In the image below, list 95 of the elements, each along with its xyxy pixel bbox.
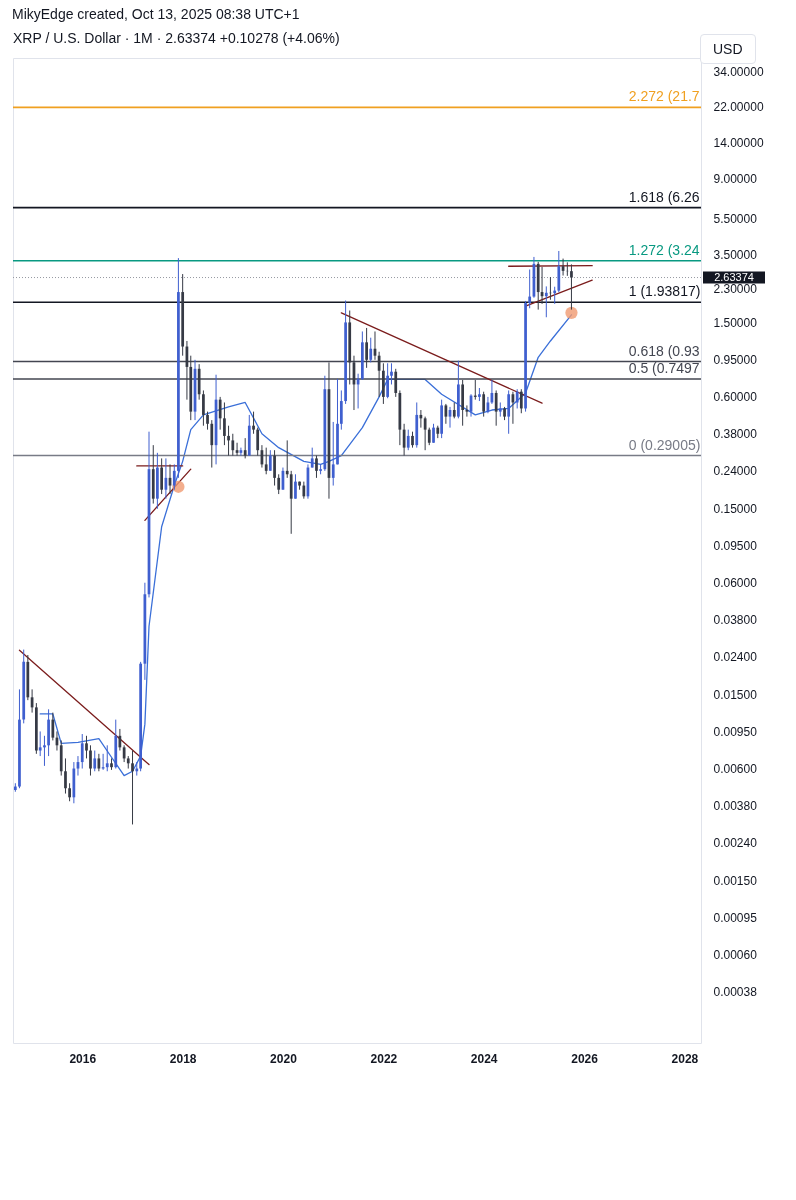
candlestick xyxy=(105,744,109,772)
x-tick-label: 2022 xyxy=(370,1051,398,1066)
candlestick xyxy=(369,337,373,363)
candlestick xyxy=(256,427,260,457)
candlestick xyxy=(85,735,88,759)
candlestick xyxy=(218,396,222,431)
candlestick xyxy=(544,285,548,318)
y-tick-label: 0.15000 xyxy=(713,502,758,517)
candlestick xyxy=(51,712,55,741)
y-tick-label: 1.50000 xyxy=(713,316,758,331)
candlestick xyxy=(206,411,209,431)
ref-line-label: 1.272 (3.24 xyxy=(628,241,700,258)
y-tick-label: 2.30000 xyxy=(713,281,758,296)
candlestick xyxy=(390,362,393,385)
y-tick-label: 0.01500 xyxy=(713,688,758,703)
candlestick xyxy=(423,416,427,451)
y-tick-label: 0.95000 xyxy=(713,353,758,368)
candlestick xyxy=(264,447,268,475)
candlestick xyxy=(172,463,176,491)
y-tick-label: 9.00000 xyxy=(713,171,758,186)
candlestick xyxy=(365,327,368,369)
candlestick xyxy=(519,388,523,414)
candlestick xyxy=(465,404,469,418)
y-tick-label: 5.50000 xyxy=(713,211,758,226)
candlestick xyxy=(432,423,435,444)
candlestick xyxy=(528,268,532,309)
y-tick-label: 0.00095 xyxy=(713,910,758,925)
ref-line-label: 2.63374 xyxy=(714,270,754,283)
y-tick-label: 0.24000 xyxy=(713,464,758,479)
candlestick xyxy=(210,419,214,469)
y-tick-label: 0.38000 xyxy=(713,427,758,442)
candlestick xyxy=(339,389,343,431)
y-tick-label: 0.02400 xyxy=(713,650,758,665)
x-tick-label: 2016 xyxy=(69,1051,97,1066)
candlestick xyxy=(310,447,314,469)
y-tick-label: 34.00000 xyxy=(713,64,764,79)
candlestick xyxy=(38,730,42,757)
candlestick xyxy=(160,457,164,495)
x-tick-label: 2024 xyxy=(470,1051,498,1066)
candlestick xyxy=(482,391,486,418)
ref-line-label: 1 (1.93817) xyxy=(628,283,701,300)
candlestick xyxy=(507,389,511,435)
candlestick xyxy=(43,735,46,767)
candlestick xyxy=(243,437,247,459)
candlestick xyxy=(252,411,255,435)
text: MikyEdge created, Oct 13, 2025 08:38 UTC+1 xyxy=(11,5,301,24)
candlestick xyxy=(494,389,498,427)
candlestick xyxy=(231,433,235,457)
ref-line-label: 0.5 (0.7497 xyxy=(628,359,700,376)
candlestick xyxy=(268,449,272,472)
y-tick-label: 0.60000 xyxy=(713,390,758,405)
candlestick xyxy=(273,449,276,487)
ref-line-label: 2.272 (21.7 xyxy=(628,88,700,105)
ref-line-label: 0.618 (0.93 xyxy=(628,342,700,359)
y-tick-label: 0.00380 xyxy=(713,798,758,813)
candlestick xyxy=(294,473,297,500)
candlestick xyxy=(131,750,134,825)
currency-button: USD xyxy=(700,34,756,64)
candlestick xyxy=(202,389,205,427)
y-tick-label: 3.50000 xyxy=(713,248,758,263)
x-tick-label: 2026 xyxy=(571,1051,599,1066)
candlestick xyxy=(570,263,573,311)
y-tick-label: 0.00150 xyxy=(713,873,758,888)
candlestick xyxy=(89,744,92,777)
candlestick xyxy=(68,782,71,802)
y-tick-label: 0.00060 xyxy=(713,947,758,962)
y-tick-label: 14.00000 xyxy=(713,136,764,151)
candlestick xyxy=(394,368,398,398)
candlestick xyxy=(80,733,84,770)
y-tick-label: 0.00038 xyxy=(713,984,758,999)
y-tick-label: 0.00240 xyxy=(713,835,758,850)
candlestick xyxy=(331,421,335,487)
x-tick-label: 2020 xyxy=(270,1051,298,1066)
candlestick xyxy=(101,753,105,771)
ref-line-label: 1.618 (6.26 xyxy=(628,188,700,205)
candlestick xyxy=(227,425,230,457)
candlestick xyxy=(93,750,97,772)
chart-title: XRP / U.S. Dollar · 1M · 2.63374 +0.10278 (+4.06%) xyxy=(13,30,340,46)
candlestick xyxy=(406,429,410,451)
x-tick-label: 2028 xyxy=(671,1051,699,1066)
candlestick xyxy=(386,362,390,399)
candlestick xyxy=(285,439,289,479)
candlestick xyxy=(315,455,318,479)
y-tick-label: 0.03800 xyxy=(713,613,758,628)
ref-line-label: 0 (0.29005) xyxy=(628,436,701,453)
candlestick xyxy=(223,401,226,446)
y-tick-label: 0.00600 xyxy=(713,762,758,777)
y-tick-label: 0.06000 xyxy=(713,576,758,591)
candlestick xyxy=(277,473,281,495)
y-tick-label: 0.09500 xyxy=(713,539,758,554)
x-tick-label: 2018 xyxy=(169,1051,197,1066)
candlestick xyxy=(64,757,67,795)
y-tick-label: 0.00950 xyxy=(713,724,758,739)
candlestick xyxy=(515,388,519,409)
y-tick-label: 22.00000 xyxy=(713,99,764,114)
